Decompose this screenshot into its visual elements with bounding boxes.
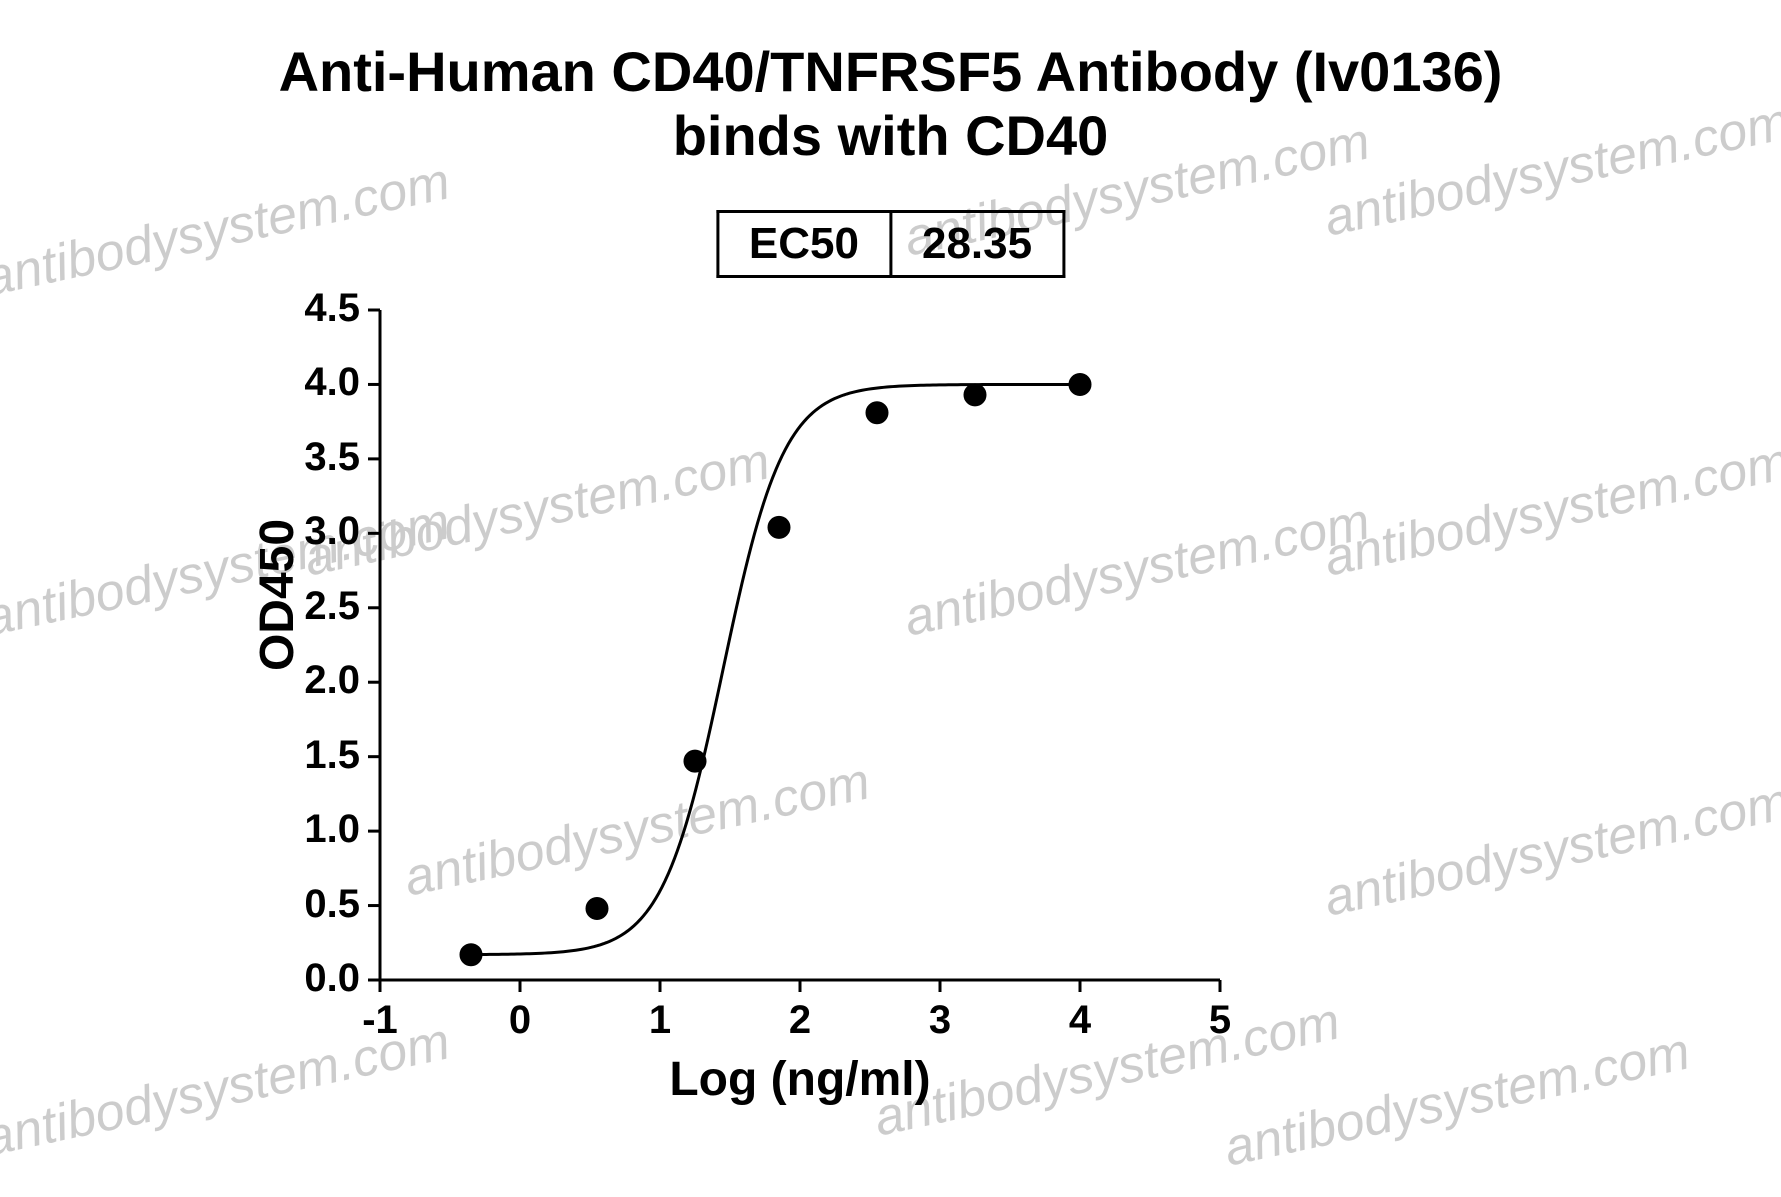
- y-tick-label: 0.0: [260, 956, 360, 1001]
- y-tick-label: 4.5: [260, 286, 360, 331]
- ec50-table: EC50 28.35: [716, 210, 1065, 278]
- y-tick-label: 4.0: [260, 360, 360, 405]
- y-axis-label: OD450: [250, 445, 305, 745]
- chart-title-block: Anti-Human CD40/TNFRSF5 Antibody (Iv0136…: [0, 40, 1781, 169]
- x-tick-label: 1: [620, 998, 700, 1043]
- watermark-text: antibodysystem.com: [1219, 1021, 1695, 1178]
- binding-curve-chart: 0.00.51.01.52.02.53.03.54.04.5 -1012345 …: [240, 300, 1230, 1120]
- ec50-value-cell: 28.35: [890, 212, 1063, 277]
- chart-title-line2: binds with CD40: [0, 104, 1781, 168]
- ec50-label-cell: EC50: [717, 212, 890, 277]
- watermark-text: antibodysystem.com: [1319, 431, 1781, 588]
- x-tick-label: 3: [900, 998, 980, 1043]
- chart-svg: [240, 300, 1230, 1120]
- table-row: EC50 28.35: [717, 212, 1063, 277]
- x-tick-label: 2: [760, 998, 840, 1043]
- x-axis-label: Log (ng/ml): [380, 1052, 1220, 1107]
- x-tick-label: 5: [1180, 998, 1260, 1043]
- watermark-text: antibodysystem.com: [0, 151, 455, 308]
- x-tick-label: -1: [340, 998, 420, 1043]
- y-tick-label: 0.5: [260, 882, 360, 927]
- x-tick-label: 0: [480, 998, 560, 1043]
- watermark-text: antibodysystem.com: [1319, 771, 1781, 928]
- y-tick-label: 1.0: [260, 807, 360, 852]
- x-tick-label: 4: [1040, 998, 1120, 1043]
- chart-title-line1: Anti-Human CD40/TNFRSF5 Antibody (Iv0136…: [0, 40, 1781, 104]
